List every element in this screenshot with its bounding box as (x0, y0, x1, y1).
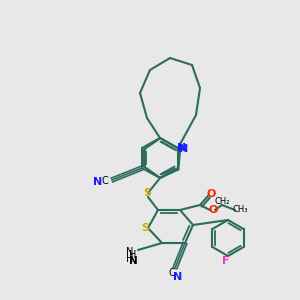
Text: N: N (178, 143, 188, 154)
Text: CH₃: CH₃ (232, 206, 248, 214)
Text: O: O (206, 189, 216, 199)
Text: F: F (222, 256, 230, 266)
Text: O: O (208, 205, 218, 215)
Text: N: N (129, 256, 137, 266)
Text: CH₂: CH₂ (214, 197, 230, 206)
Text: H: H (129, 250, 137, 260)
Text: N: N (177, 143, 187, 153)
Text: N: N (173, 272, 183, 282)
Text: S: S (141, 223, 149, 233)
Text: C: C (102, 176, 108, 186)
Text: N: N (126, 247, 134, 257)
Text: S: S (143, 188, 151, 198)
Text: N: N (93, 177, 103, 187)
Text: H: H (126, 254, 134, 264)
Text: C: C (169, 268, 176, 278)
